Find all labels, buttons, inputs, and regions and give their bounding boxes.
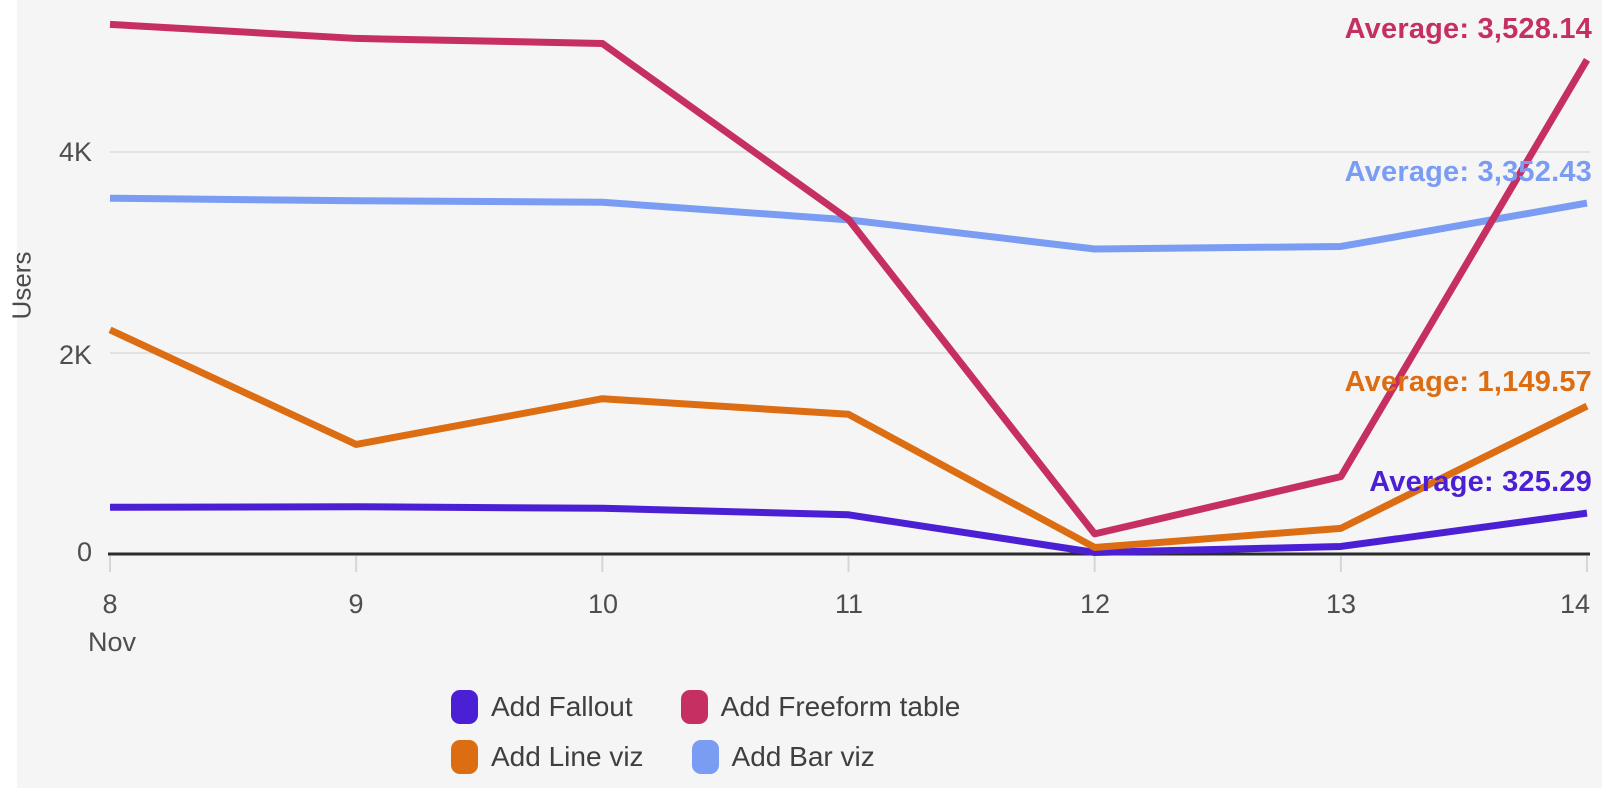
legend-swatch-add-freeform-table-icon: [680, 690, 708, 724]
legend-label-add-freeform-table: Add Freeform table: [720, 691, 961, 722]
y-tick-label-4k: 4K: [58, 137, 92, 167]
legend-item-add-line-viz[interactable]: Add Line viz: [451, 740, 644, 774]
legend-label-add-fallout: Add Fallout: [491, 691, 633, 722]
legend-label-add-line-viz: Add Line viz: [491, 741, 644, 772]
legend-swatch-add-fallout-icon: [451, 690, 478, 724]
y-tick-label-0: 0: [76, 537, 92, 567]
average-annotation-fallout: Average: 325.29: [1369, 466, 1592, 498]
y-axis-title: Users: [6, 251, 37, 320]
x-tick-label-11: 11: [834, 589, 864, 619]
legend-item-add-fallout[interactable]: Add Fallout: [451, 690, 633, 724]
chart-legend: Add Fallout Add Freeform table Add Line …: [0, 690, 1602, 774]
x-tick-label-12: 12: [1079, 589, 1111, 619]
legend-item-add-freeform-table[interactable]: Add Freeform table: [680, 690, 961, 724]
page-edge-bottom: [0, 788, 1602, 800]
legend-label-add-bar-viz: Add Bar viz: [731, 741, 875, 772]
page-edge-left: [0, 0, 17, 800]
legend-item-add-bar-viz[interactable]: Add Bar viz: [691, 740, 875, 774]
average-annotation-line-viz: Average: 1,149.57: [1344, 366, 1592, 398]
x-tick-label-13: 13: [1325, 589, 1357, 619]
x-axis-month-label: Nov: [87, 627, 136, 657]
legend-swatch-add-bar-viz-icon: [691, 740, 719, 774]
x-tick-label-14: 14: [1559, 589, 1591, 619]
series-line-add-freeform-table[interactable]: [109, 20, 1591, 538]
chart-legend-items: Add Fallout Add Freeform table Add Line …: [451, 690, 1151, 774]
x-tick-label-10: 10: [587, 589, 619, 619]
series-line-add-line-viz[interactable]: [108, 326, 1589, 551]
x-tick-label-8: 8: [102, 589, 118, 619]
y-tick-label-2k: 2K: [58, 340, 92, 370]
average-annotation-freeform-table: Average: 3,528.14: [1344, 13, 1592, 45]
average-annotation-bar-viz: Average: 3,352.43: [1344, 156, 1592, 188]
series-line-add-fallout[interactable]: [109, 503, 1588, 556]
legend-swatch-add-line-viz-icon: [451, 740, 478, 774]
x-tick-label-9: 9: [348, 589, 364, 619]
